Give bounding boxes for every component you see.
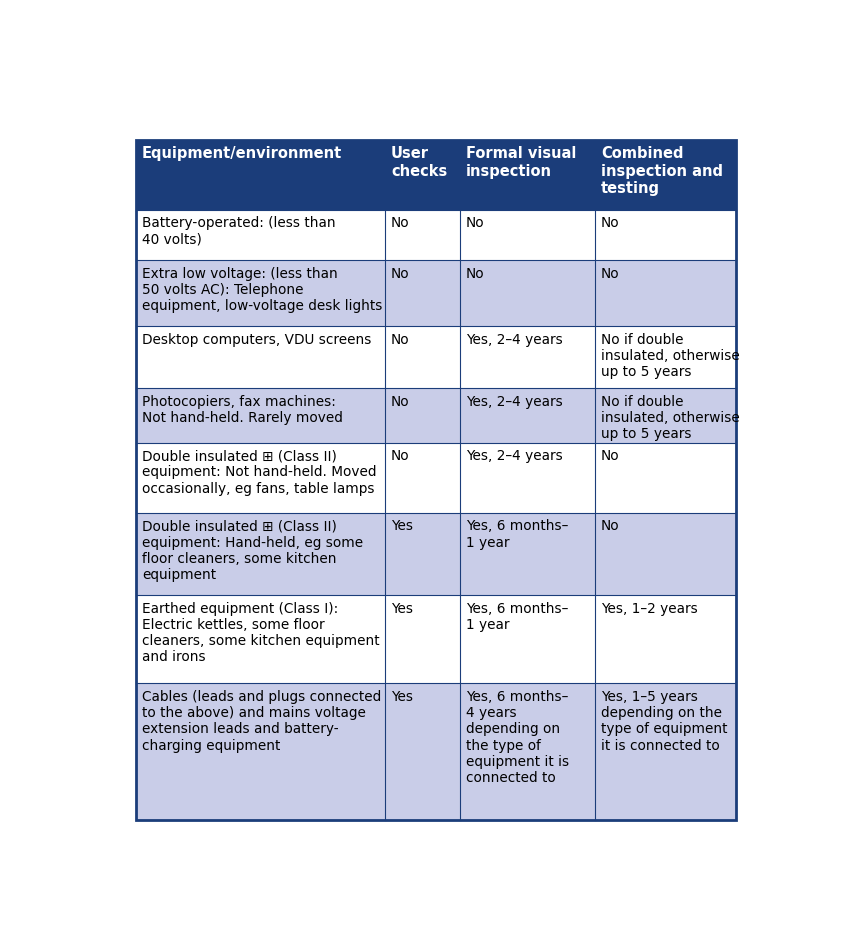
- Bar: [386, 140, 460, 210]
- Bar: [460, 443, 595, 513]
- Bar: [460, 210, 595, 260]
- Bar: [595, 513, 736, 595]
- Text: Yes, 2–4 years: Yes, 2–4 years: [466, 449, 563, 464]
- Bar: [136, 389, 386, 443]
- Text: No: No: [466, 217, 485, 231]
- Text: No: No: [601, 449, 620, 464]
- Text: Double insulated ⊞ (Class II)
equipment: Not hand-held. Moved
occasionally, eg f: Double insulated ⊞ (Class II) equipment:…: [142, 449, 376, 496]
- Bar: [595, 595, 736, 683]
- Bar: [386, 260, 460, 326]
- Bar: [595, 683, 736, 820]
- Bar: [460, 683, 595, 820]
- Text: Earthed equipment (Class I):
Electric kettles, some floor
cleaners, some kitchen: Earthed equipment (Class I): Electric ke…: [142, 601, 380, 664]
- Text: User
checks: User checks: [391, 146, 448, 179]
- Text: No if double
insulated, otherwise
up to 5 years: No if double insulated, otherwise up to …: [601, 395, 740, 442]
- Bar: [136, 443, 386, 513]
- Text: No: No: [391, 395, 409, 409]
- Bar: [386, 443, 460, 513]
- Bar: [136, 326, 386, 389]
- Text: Equipment/environment: Equipment/environment: [142, 146, 342, 162]
- Text: No: No: [601, 267, 620, 280]
- Bar: [595, 443, 736, 513]
- Bar: [595, 326, 736, 389]
- Text: No: No: [466, 267, 485, 280]
- Bar: [386, 326, 460, 389]
- Text: Yes, 6 months–
4 years
depending on
the type of
equipment it is
connected to: Yes, 6 months– 4 years depending on the …: [466, 690, 569, 785]
- Bar: [595, 389, 736, 443]
- Text: Yes, 1–5 years
depending on the
type of equipment
it is connected to: Yes, 1–5 years depending on the type of …: [601, 690, 728, 752]
- Bar: [460, 326, 595, 389]
- Bar: [460, 140, 595, 210]
- Bar: [386, 389, 460, 443]
- Text: No: No: [391, 332, 409, 347]
- Text: Cables (leads and plugs connected
to the above) and mains voltage
extension lead: Cables (leads and plugs connected to the…: [142, 690, 381, 752]
- Bar: [136, 513, 386, 595]
- Bar: [595, 140, 736, 210]
- Bar: [386, 513, 460, 595]
- Text: No: No: [601, 520, 620, 534]
- Text: Yes, 6 months–
1 year: Yes, 6 months– 1 year: [466, 520, 568, 550]
- Text: Yes: Yes: [391, 690, 413, 704]
- Text: Formal visual
inspection: Formal visual inspection: [466, 146, 576, 179]
- Bar: [460, 260, 595, 326]
- Bar: [386, 683, 460, 820]
- Text: Yes: Yes: [391, 520, 413, 534]
- Text: Yes, 6 months–
1 year: Yes, 6 months– 1 year: [466, 601, 568, 632]
- Text: Battery-operated: (less than
40 volts): Battery-operated: (less than 40 volts): [142, 217, 335, 247]
- Text: No: No: [391, 449, 409, 464]
- Text: Double insulated ⊞ (Class II)
equipment: Hand-held, eg some
floor cleaners, some: Double insulated ⊞ (Class II) equipment:…: [142, 520, 363, 582]
- Bar: [136, 260, 386, 326]
- Text: No: No: [391, 217, 409, 231]
- Text: No: No: [391, 267, 409, 280]
- Text: Desktop computers, VDU screens: Desktop computers, VDU screens: [142, 332, 371, 347]
- Bar: [460, 595, 595, 683]
- Bar: [386, 210, 460, 260]
- Bar: [460, 513, 595, 595]
- Text: Yes: Yes: [391, 601, 413, 616]
- Text: No if double
insulated, otherwise
up to 5 years: No if double insulated, otherwise up to …: [601, 332, 740, 379]
- Text: Yes, 1–2 years: Yes, 1–2 years: [601, 601, 698, 616]
- Bar: [595, 260, 736, 326]
- Text: Photocopiers, fax machines:
Not hand-held. Rarely moved: Photocopiers, fax machines: Not hand-hel…: [142, 395, 343, 426]
- Bar: [136, 683, 386, 820]
- Bar: [460, 389, 595, 443]
- Bar: [136, 210, 386, 260]
- Text: Yes, 2–4 years: Yes, 2–4 years: [466, 332, 563, 347]
- Bar: [136, 140, 386, 210]
- Bar: [386, 595, 460, 683]
- Bar: [595, 210, 736, 260]
- Text: No: No: [601, 217, 620, 231]
- Text: Combined
inspection and
testing: Combined inspection and testing: [601, 146, 723, 196]
- Text: Yes, 2–4 years: Yes, 2–4 years: [466, 395, 563, 409]
- Bar: [136, 595, 386, 683]
- Text: Extra low voltage: (less than
50 volts AC): Telephone
equipment, low-voltage des: Extra low voltage: (less than 50 volts A…: [142, 267, 382, 313]
